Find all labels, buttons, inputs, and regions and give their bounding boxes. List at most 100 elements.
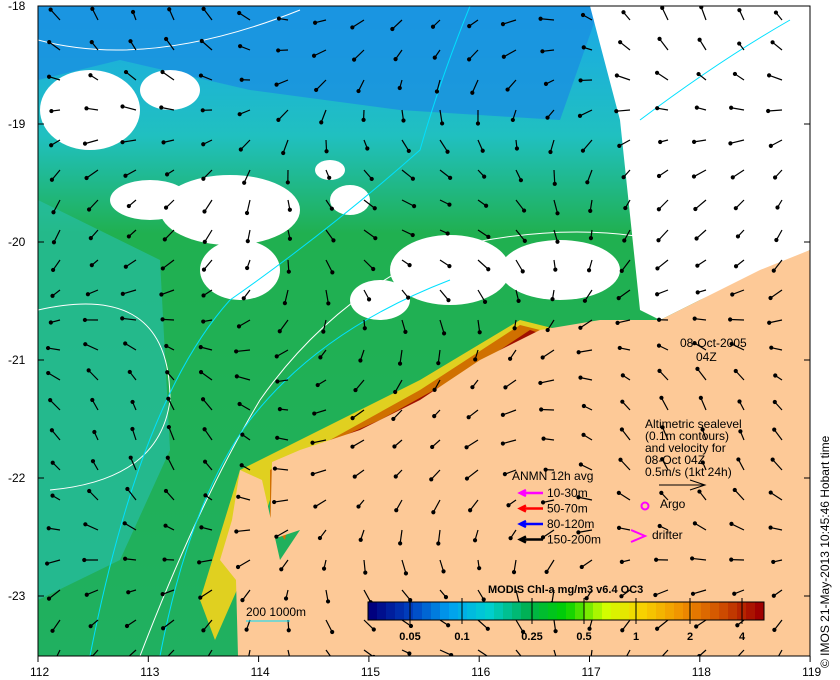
velocity-arrow-head xyxy=(659,395,664,400)
velocity-arrow-head xyxy=(587,626,592,631)
velocity-arrow-head xyxy=(729,557,734,562)
velocity-arrow-head xyxy=(159,105,164,110)
velocity-arrow xyxy=(696,229,707,239)
velocity-arrow-head xyxy=(88,624,93,629)
velocity-arrow-head xyxy=(432,55,437,60)
velocity-arrow xyxy=(122,317,137,321)
velocity-arrow xyxy=(515,619,524,633)
velocity-arrow-head xyxy=(86,368,91,373)
velocity-arrow xyxy=(621,429,631,441)
velocity-arrow-head xyxy=(691,174,697,179)
velocity-arrow-head xyxy=(500,441,505,446)
velocity-arrow-head xyxy=(329,206,334,211)
velocity-arrow-head xyxy=(282,301,287,306)
velocity-arrow-head xyxy=(541,436,546,441)
velocity-arrow-head xyxy=(166,424,171,430)
velocity-arrow-head xyxy=(555,211,560,216)
velocity-arrow-head xyxy=(274,534,279,539)
velocity-arrow xyxy=(658,229,669,241)
velocity-arrow xyxy=(662,427,669,441)
velocity-arrow-head xyxy=(729,341,734,347)
velocity-arrow-head xyxy=(737,399,742,404)
velocity-arrow-head xyxy=(369,176,374,182)
velocity-arrow-head xyxy=(165,455,170,460)
velocity-arrow-head xyxy=(655,266,660,271)
velocity-arrow xyxy=(540,379,555,384)
velocity-arrow-head xyxy=(124,623,130,629)
velocity-arrow-head xyxy=(285,180,290,185)
colorbar-tick-label: 0.05 xyxy=(399,631,420,643)
velocity-arrow-head xyxy=(161,140,166,145)
velocity-arrow-head xyxy=(46,596,52,601)
velocity-arrow-head xyxy=(397,361,403,366)
velocity-arrow xyxy=(202,619,213,631)
velocity-arrow-head xyxy=(655,626,660,631)
velocity-arrow-head xyxy=(548,149,553,155)
velocity-arrow xyxy=(401,169,414,180)
velocity-arrow-head xyxy=(200,108,205,113)
velocity-arrow-head xyxy=(123,173,128,178)
velocity-arrow-head xyxy=(522,658,525,661)
velocity-arrow-head xyxy=(621,175,626,180)
colorbar-swatch xyxy=(512,602,522,620)
velocity-arrow-head xyxy=(50,628,55,633)
velocity-arrow xyxy=(768,74,783,81)
velocity-arrow-head xyxy=(508,356,513,361)
velocity-arrow-head xyxy=(46,526,51,531)
velocity-arrow-head xyxy=(580,12,586,18)
velocity-arrow xyxy=(238,12,251,21)
velocity-arrow-head xyxy=(83,522,88,527)
velocity-arrow-head xyxy=(486,267,491,272)
velocity-arrow-head xyxy=(234,374,239,379)
velocity-arrow-head xyxy=(46,370,51,376)
velocity-arrow-head xyxy=(160,266,165,271)
cyan-region xyxy=(38,200,170,600)
colorbar-swatch xyxy=(602,602,612,620)
velocity-arrow-head xyxy=(276,48,281,53)
velocity-arrow-head xyxy=(500,21,506,27)
velocity-arrow-head xyxy=(277,329,282,334)
colorbar-swatch xyxy=(440,602,450,620)
velocity-arrow-head xyxy=(238,44,243,49)
velocity-arrow xyxy=(204,428,213,441)
velocity-arrow-head xyxy=(125,486,130,492)
velocity-arrow-head xyxy=(477,330,482,335)
velocity-arrow xyxy=(439,169,451,179)
velocity-arrow xyxy=(656,619,669,630)
velocity-arrow-head xyxy=(508,536,513,541)
velocity-arrow-head xyxy=(408,623,414,629)
velocity-arrow-head xyxy=(772,427,777,432)
y-tick-label: -18 xyxy=(8,0,26,13)
colorbar-tick-label: 1 xyxy=(633,631,639,643)
colorbar-tick-label: 0.1 xyxy=(454,631,469,643)
velocity-arrow-head xyxy=(700,460,705,465)
velocity-arrow-head xyxy=(54,658,57,661)
velocity-arrow-head xyxy=(274,82,279,87)
velocity-arrow xyxy=(620,459,631,471)
velocity-arrow xyxy=(165,38,175,51)
velocity-arrow-head xyxy=(615,320,620,325)
velocity-arrow-head xyxy=(123,69,129,75)
land-western-australia xyxy=(220,250,810,656)
velocity-arrow-head xyxy=(393,57,398,62)
velocity-arrow-head xyxy=(579,564,584,570)
velocity-arrow xyxy=(618,492,631,501)
colorbar-swatch xyxy=(719,602,729,620)
velocity-arrow xyxy=(168,426,175,441)
velocity-arrow-head xyxy=(353,387,358,393)
velocity-arrow-head xyxy=(449,652,454,656)
velocity-arrow xyxy=(47,372,61,381)
velocity-arrow xyxy=(621,259,631,272)
colorbar-tick-label: 0.25 xyxy=(521,631,542,643)
velocity-arrow-head xyxy=(240,432,245,437)
velocity-arrow-head xyxy=(658,658,661,661)
velocity-arrow-head xyxy=(582,298,588,303)
colorbar-swatch xyxy=(494,602,504,620)
velocity-arrow-head xyxy=(775,205,780,210)
argo-label: Argo xyxy=(660,497,686,511)
velocity-arrow xyxy=(658,199,669,210)
velocity-arrow xyxy=(279,319,289,332)
velocity-arrow xyxy=(626,649,631,656)
colorbar-swatch xyxy=(566,602,576,620)
velocity-arrow-head xyxy=(275,435,280,440)
